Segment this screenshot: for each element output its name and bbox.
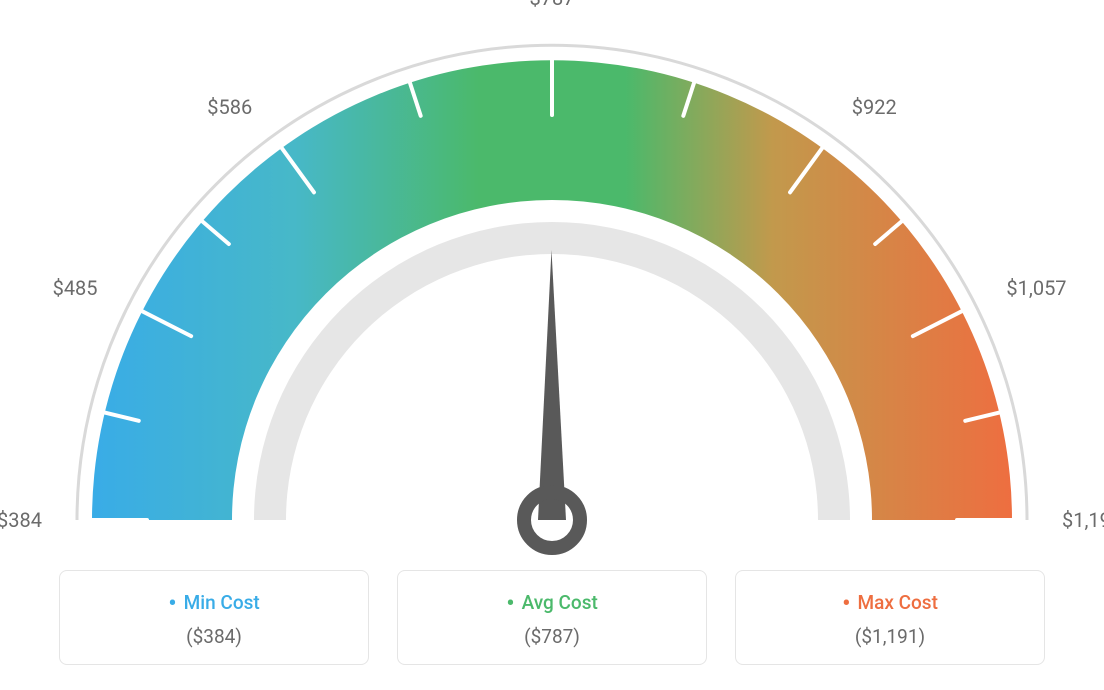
gauge-scale-label: $485 [53,276,98,300]
legend-value-avg: ($787) [398,625,706,648]
legend-value-max: ($1,191) [736,625,1044,648]
legend-title-min: Min Cost [60,589,368,617]
legend-card-max: Max Cost ($1,191) [735,570,1045,665]
gauge-scale-label: $586 [207,95,252,119]
gauge-scale-label: $384 [0,508,42,532]
legend-card-min: Min Cost ($384) [59,570,369,665]
gauge-scale-label: $787 [530,0,575,10]
legend-value-min: ($384) [60,625,368,648]
gauge-scale-label: $922 [852,95,897,119]
gauge-container: $384 $485 $586 $787 $922 $1,057 $1,191 [0,0,1104,560]
legend-card-avg: Avg Cost ($787) [397,570,707,665]
gauge-scale-label: $1,057 [1006,276,1066,300]
legend-title-avg: Avg Cost [398,589,706,617]
legend-row: Min Cost ($384) Avg Cost ($787) Max Cost… [0,570,1104,665]
legend-title-max: Max Cost [736,589,1044,617]
gauge-scale-label: $1,191 [1062,508,1104,532]
gauge-svg [0,0,1104,560]
